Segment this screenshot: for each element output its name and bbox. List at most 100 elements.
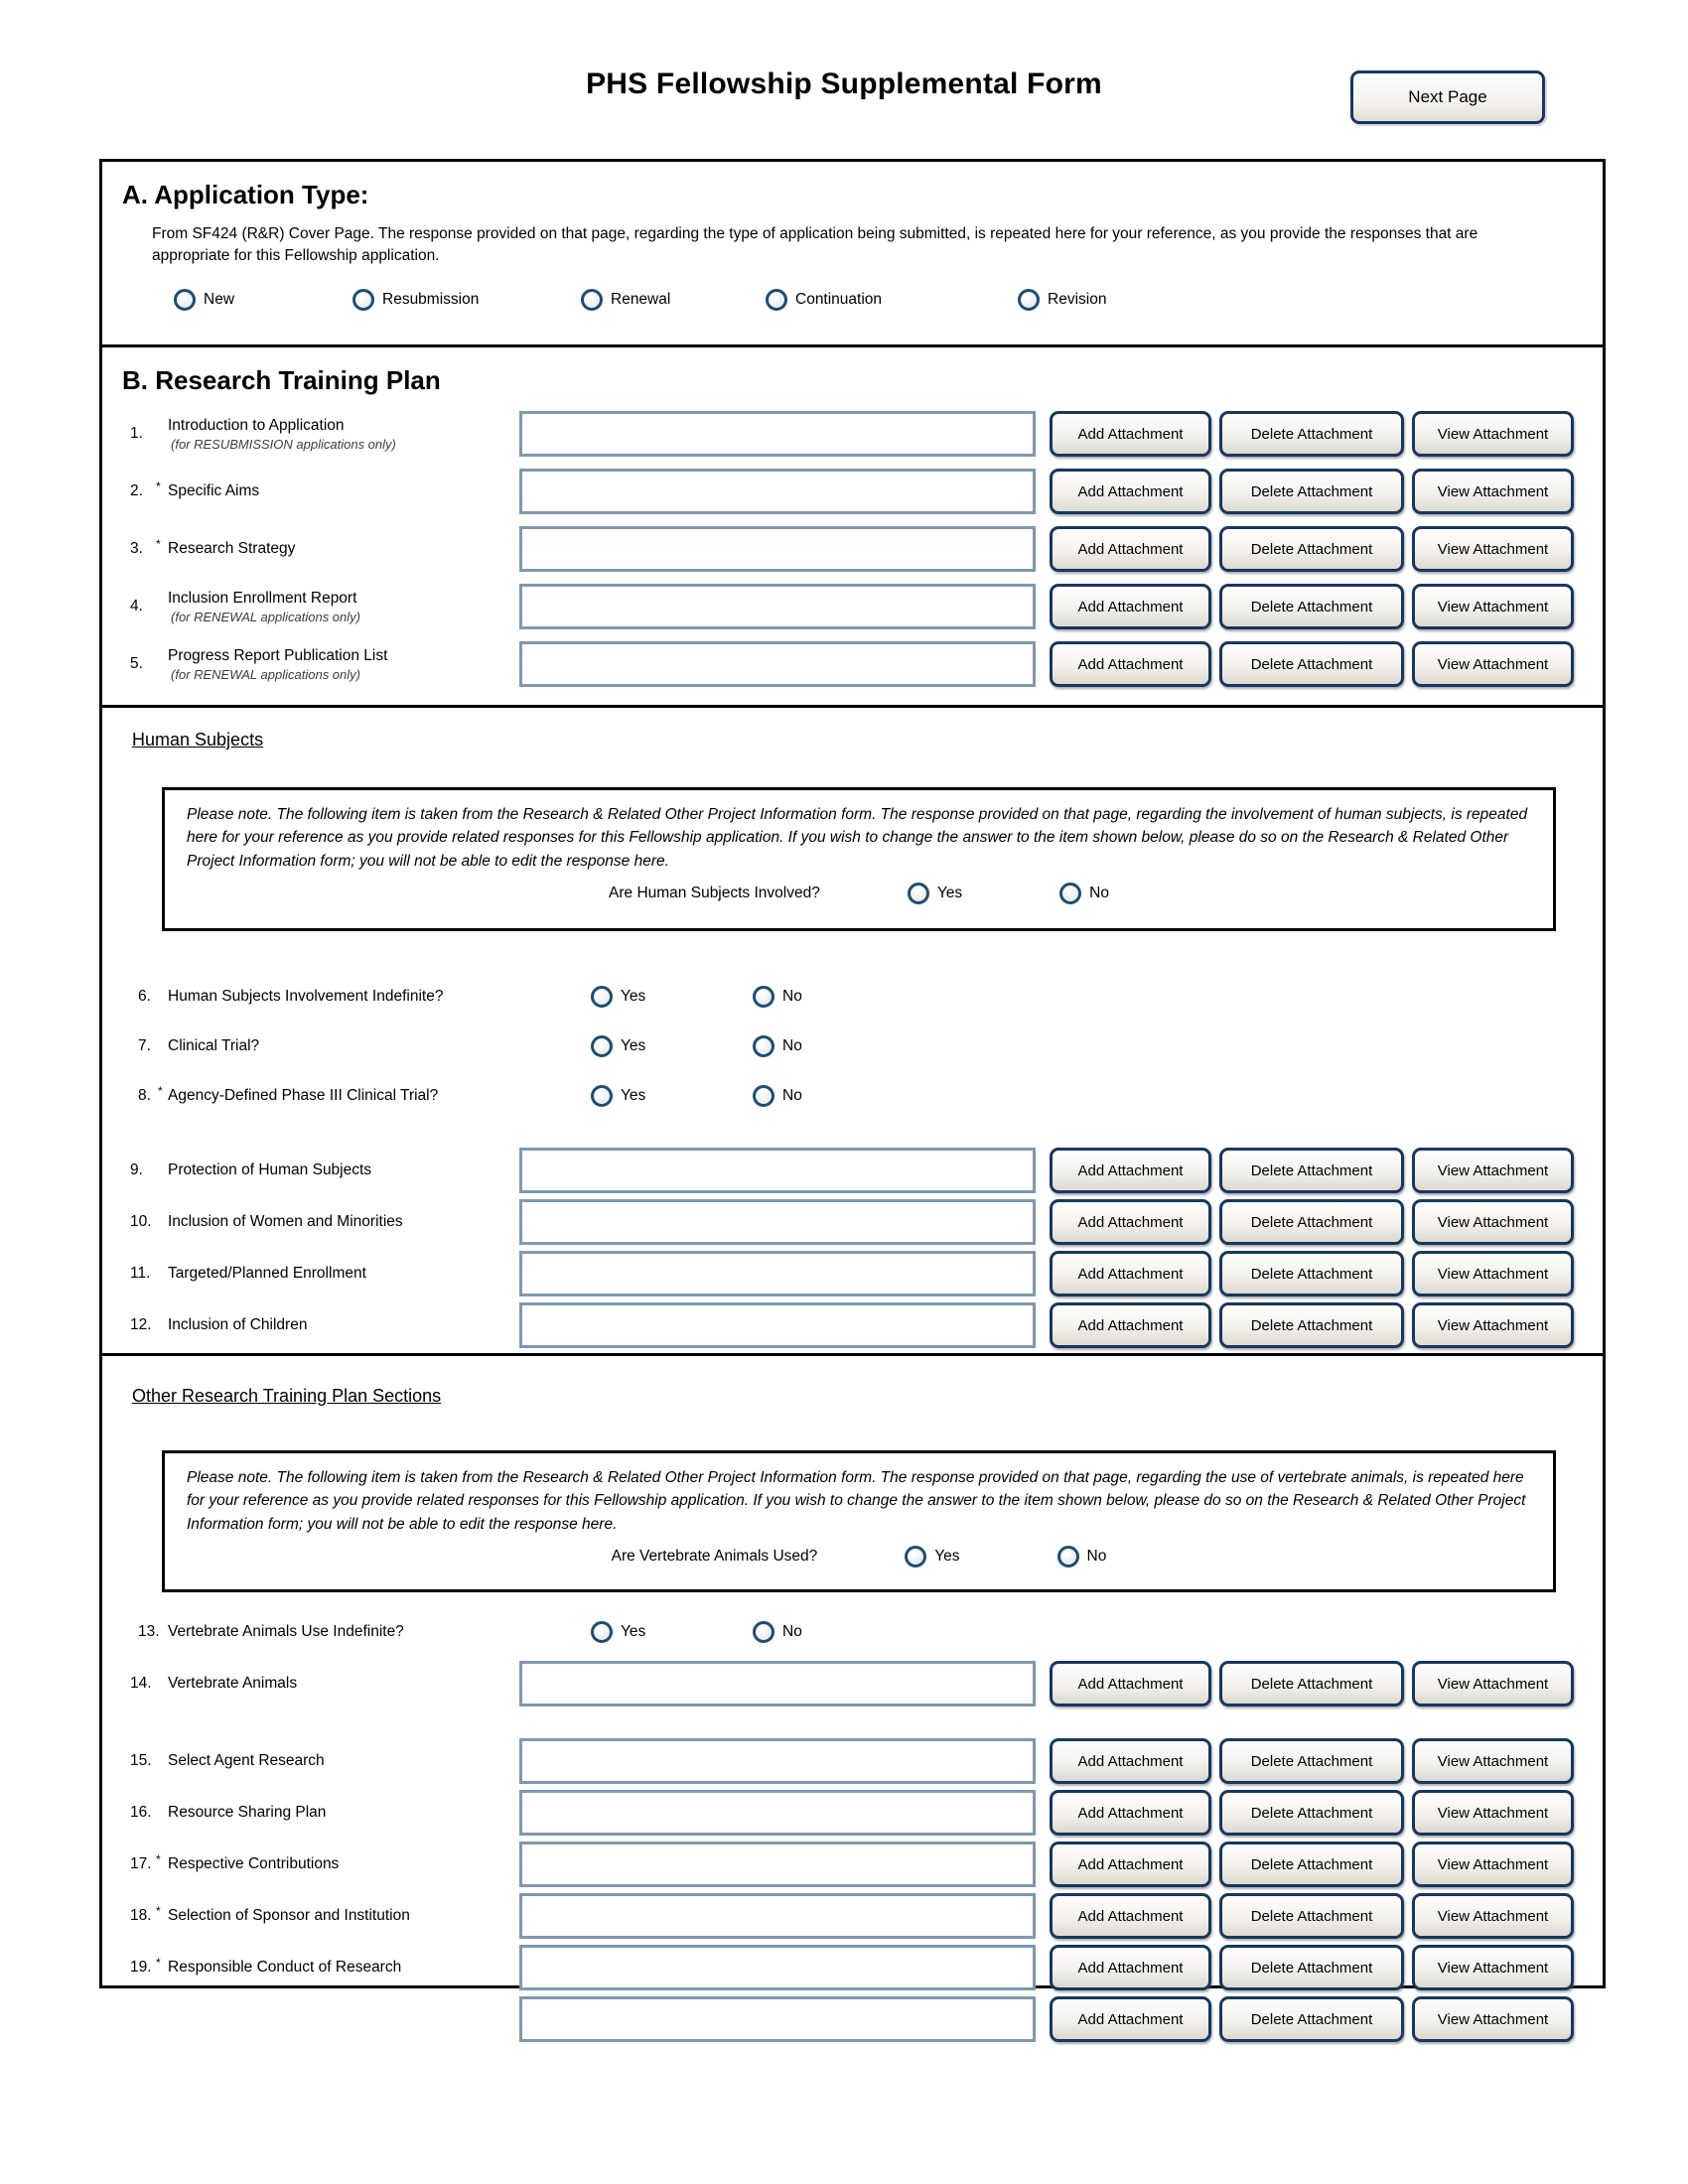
item-label-cell: 19. * Responsible Conduct of Research xyxy=(130,1956,519,1977)
delete-attachment-button[interactable]: Delete Attachment xyxy=(1219,1842,1404,1887)
add-attachment-button[interactable]: Add Attachment xyxy=(1050,526,1211,572)
view-attachment-button[interactable]: View Attachment xyxy=(1412,1148,1574,1193)
add-attachment-button[interactable]: Add Attachment xyxy=(1050,411,1211,457)
view-attachment-button[interactable]: View Attachment xyxy=(1412,584,1574,629)
delete-attachment-button[interactable]: Delete Attachment xyxy=(1219,1893,1404,1939)
delete-attachment-button[interactable]: Delete Attachment xyxy=(1219,641,1404,687)
add-attachment-button[interactable]: Add Attachment xyxy=(1050,1738,1211,1784)
view-attachment-button[interactable]: View Attachment xyxy=(1412,1738,1574,1784)
delete-attachment-button[interactable]: Delete Attachment xyxy=(1219,526,1404,572)
no-radio[interactable] xyxy=(1059,882,1082,904)
attachment-row: Add Attachment Delete Attachment View At… xyxy=(102,1996,1603,2042)
attachment-file-input[interactable] xyxy=(519,584,1036,629)
delete-attachment-button[interactable]: Delete Attachment xyxy=(1219,1945,1404,1990)
attachment-file-input[interactable] xyxy=(519,1842,1036,1887)
section-application-type: A. Application Type: From SF424 (R&R) Co… xyxy=(99,159,1606,347)
delete-attachment-button[interactable]: Delete Attachment xyxy=(1219,1199,1404,1245)
view-attachment-button[interactable]: View Attachment xyxy=(1412,1945,1574,1990)
yes-radio[interactable] xyxy=(591,986,613,1008)
view-attachment-button[interactable]: View Attachment xyxy=(1412,469,1574,514)
attachment-file-input[interactable] xyxy=(519,526,1036,572)
attachment-file-input[interactable] xyxy=(519,1738,1036,1784)
delete-attachment-button[interactable]: Delete Attachment xyxy=(1219,1148,1404,1193)
item-label: Vertebrate Animals xyxy=(168,1675,298,1692)
view-attachment-button[interactable]: View Attachment xyxy=(1412,641,1574,687)
item-label-cell: 18. * Selection of Sponsor and Institutio… xyxy=(130,1904,519,1925)
delete-attachment-button[interactable]: Delete Attachment xyxy=(1219,1738,1404,1784)
yes-radio[interactable] xyxy=(591,1035,613,1057)
view-attachment-button[interactable]: View Attachment xyxy=(1412,1790,1574,1836)
add-attachment-button[interactable]: Add Attachment xyxy=(1050,584,1211,629)
attachment-file-input[interactable] xyxy=(519,411,1036,457)
delete-attachment-button[interactable]: Delete Attachment xyxy=(1219,1302,1404,1348)
view-attachment-button[interactable]: View Attachment xyxy=(1412,526,1574,572)
attachment-file-input[interactable] xyxy=(519,1996,1036,2042)
gating-no-option: No xyxy=(1056,1545,1106,1568)
delete-attachment-button[interactable]: Delete Attachment xyxy=(1219,411,1404,457)
item-note: (for RESUBMISSION applications only) xyxy=(171,436,396,452)
next-page-button[interactable]: Next Page xyxy=(1350,70,1545,124)
no-radio[interactable] xyxy=(753,1621,774,1643)
renewal-radio[interactable] xyxy=(581,289,603,311)
yes-radio[interactable] xyxy=(591,1085,613,1107)
item-label: Responsible Conduct of Research xyxy=(168,1959,402,1976)
add-attachment-button[interactable]: Add Attachment xyxy=(1050,1842,1211,1887)
add-attachment-button[interactable]: Add Attachment xyxy=(1050,469,1211,514)
view-attachment-button[interactable]: View Attachment xyxy=(1412,1302,1574,1348)
add-attachment-button[interactable]: Add Attachment xyxy=(1050,1996,1211,2042)
view-attachment-button[interactable]: View Attachment xyxy=(1412,1842,1574,1887)
add-attachment-button[interactable]: Add Attachment xyxy=(1050,1199,1211,1245)
attachment-file-input[interactable] xyxy=(519,1661,1036,1706)
view-attachment-button[interactable]: View Attachment xyxy=(1412,1893,1574,1939)
add-attachment-button[interactable]: Add Attachment xyxy=(1050,1790,1211,1836)
yes-radio[interactable] xyxy=(905,1545,927,1568)
yes-radio[interactable] xyxy=(907,882,929,904)
item-number: 12. xyxy=(130,1316,152,1333)
add-attachment-button[interactable]: Add Attachment xyxy=(1050,1661,1211,1706)
no-option: No xyxy=(753,986,802,1008)
view-attachment-button[interactable]: View Attachment xyxy=(1412,411,1574,457)
attachment-file-input[interactable] xyxy=(519,1302,1036,1348)
vertebrate-animals-gating-row: Are Vertebrate Animals Used? Yes No xyxy=(187,1545,1531,1568)
add-attachment-button[interactable]: Add Attachment xyxy=(1050,1893,1211,1939)
question-label: Human Subjects Involvement Indefinite? xyxy=(168,988,444,1005)
view-attachment-button[interactable]: View Attachment xyxy=(1412,1661,1574,1706)
attachment-file-input[interactable] xyxy=(519,1893,1036,1939)
item-label-cell: 10. Inclusion of Women and Minorities xyxy=(130,1213,519,1231)
attachment-file-input[interactable] xyxy=(519,1199,1036,1245)
view-attachment-button[interactable]: View Attachment xyxy=(1412,1251,1574,1297)
gating-yes-option: Yes xyxy=(907,882,962,904)
vertebrate-animals-attachment-row: 14. Vertebrate Animals Add Attachment De… xyxy=(102,1661,1603,1712)
delete-attachment-button[interactable]: Delete Attachment xyxy=(1219,1661,1404,1706)
no-radio[interactable] xyxy=(753,986,774,1008)
no-label: No xyxy=(782,1623,802,1640)
no-radio[interactable] xyxy=(753,1035,774,1057)
attachment-file-input[interactable] xyxy=(519,1790,1036,1836)
attachment-file-input[interactable] xyxy=(519,1251,1036,1297)
new-radio[interactable] xyxy=(174,289,196,311)
add-attachment-button[interactable]: Add Attachment xyxy=(1050,1148,1211,1193)
add-attachment-button[interactable]: Add Attachment xyxy=(1050,1251,1211,1297)
resubmission-radio[interactable] xyxy=(352,289,374,311)
delete-attachment-button[interactable]: Delete Attachment xyxy=(1219,1790,1404,1836)
revision-radio[interactable] xyxy=(1018,289,1040,311)
no-radio[interactable] xyxy=(1056,1545,1079,1568)
yes-radio[interactable] xyxy=(591,1621,613,1643)
attachment-file-input[interactable] xyxy=(519,469,1036,514)
delete-attachment-button[interactable]: Delete Attachment xyxy=(1219,584,1404,629)
view-attachment-button[interactable]: View Attachment xyxy=(1412,1996,1574,2042)
no-radio[interactable] xyxy=(753,1085,774,1107)
view-attachment-button[interactable]: View Attachment xyxy=(1412,1199,1574,1245)
add-attachment-button[interactable]: Add Attachment xyxy=(1050,1945,1211,1990)
attachment-file-input[interactable] xyxy=(519,641,1036,687)
add-attachment-button[interactable]: Add Attachment xyxy=(1050,641,1211,687)
add-attachment-button[interactable]: Add Attachment xyxy=(1050,1302,1211,1348)
continuation-radio[interactable] xyxy=(766,289,787,311)
attachment-file-input[interactable] xyxy=(519,1148,1036,1193)
apptype-option-label: Renewal xyxy=(611,291,671,308)
delete-attachment-button[interactable]: Delete Attachment xyxy=(1219,1251,1404,1297)
delete-attachment-button[interactable]: Delete Attachment xyxy=(1219,469,1404,514)
attachment-file-input[interactable] xyxy=(519,1945,1036,1990)
item-label-cell: 15. Select Agent Research xyxy=(130,1752,519,1770)
delete-attachment-button[interactable]: Delete Attachment xyxy=(1219,1996,1404,2042)
